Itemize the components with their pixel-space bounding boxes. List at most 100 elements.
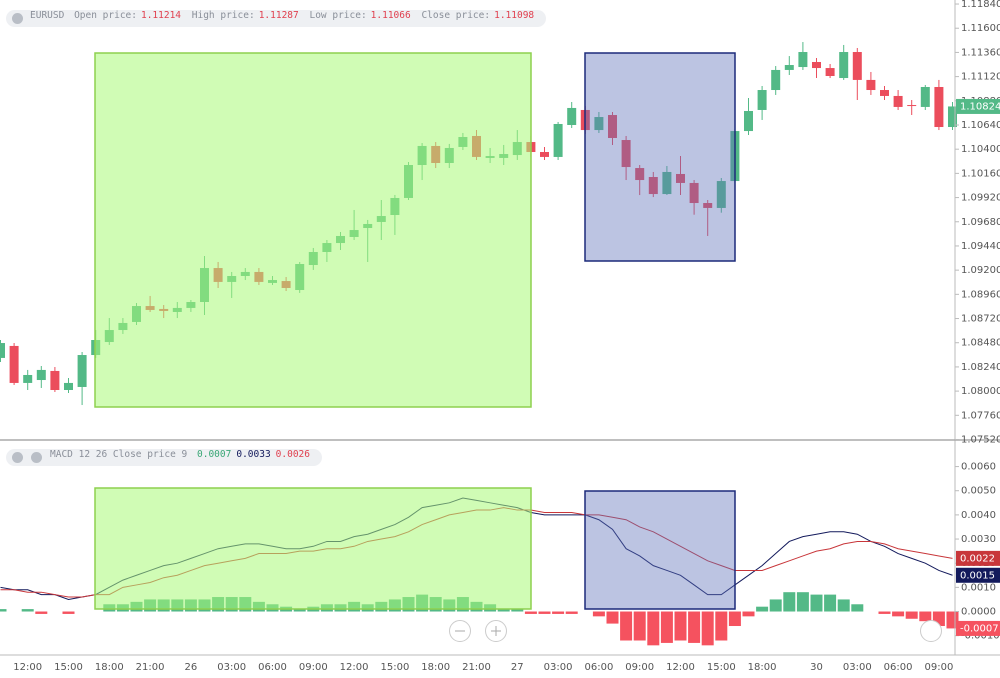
candle-body [23, 374, 33, 383]
candle-body [648, 177, 658, 195]
x-tick-label: 18:00 [95, 662, 124, 673]
y-tick-label: 1.10400 [961, 144, 1000, 155]
x-tick-label: 18:00 [748, 662, 777, 673]
histogram-bar [497, 609, 510, 612]
price-badge-label: 0.0015 [960, 570, 995, 581]
y-tick-label: 1.07520 [961, 434, 1000, 445]
x-tick-label: 03:00 [544, 662, 573, 673]
candle-body [635, 168, 645, 181]
candle-body [880, 90, 889, 96]
y-tick-label: 0.0040 [961, 510, 996, 521]
drawings [94, 52, 736, 610]
close-icon[interactable] [12, 452, 23, 463]
symbol: EURUSD [30, 10, 65, 21]
zoom-in[interactable] [485, 620, 507, 642]
zoom-out[interactable] [449, 620, 471, 642]
candle-body [9, 345, 19, 383]
info-value: 1.11214 [140, 10, 182, 21]
green-zone [94, 487, 532, 610]
histogram-bar [674, 611, 687, 641]
candle-body [744, 110, 753, 132]
x-tick-label: 06:00 [884, 662, 913, 673]
candle-body [771, 69, 781, 91]
x-tick-label: 15:00 [380, 662, 409, 673]
info-value: 1.11287 [258, 10, 299, 21]
x-tick-label: 30 [810, 662, 823, 673]
x-tick-label: 27 [511, 662, 524, 673]
price-badge [956, 620, 1000, 636]
y-tick-label: 0.0030 [961, 534, 996, 545]
histogram-bar [919, 611, 932, 622]
candle-body [907, 105, 917, 107]
y-tick-label: 0.0060 [961, 462, 996, 473]
candle-body [934, 86, 944, 128]
histogram-bar [633, 611, 646, 641]
price-badge-label: -0.0007 [960, 623, 999, 634]
y-tick-label: 0.0050 [961, 486, 996, 497]
histogram-bar [293, 609, 306, 612]
histogram-bar [796, 592, 809, 612]
histogram-bar [511, 609, 524, 612]
histogram-bar [538, 611, 551, 614]
price-badge [956, 98, 1000, 114]
candle-body [689, 182, 699, 204]
x-tick-label: 09:00 [924, 662, 953, 673]
candle-body [594, 117, 604, 131]
x-tick-label: 12:00 [666, 662, 695, 673]
x-tick-label: 09:00 [625, 662, 654, 673]
x-tick-label: 21:00 [462, 662, 491, 673]
info-value: 0.0026 [275, 449, 310, 460]
price-badge-label: 0.0022 [960, 553, 995, 564]
y-tick-label: 1.09920 [961, 193, 1000, 204]
y-tick-label: -0.0010 [961, 631, 1000, 642]
x-tick-label: 12:00 [13, 662, 42, 673]
x-tick-label: 18:00 [421, 662, 450, 673]
y-tick-label: 1.10160 [961, 168, 1000, 179]
histogram-bar [756, 606, 769, 612]
y-tick-label: 1.10640 [961, 120, 1000, 131]
reset-button[interactable] [920, 620, 942, 642]
histogram-bar [592, 611, 605, 617]
settings-icon[interactable] [12, 13, 23, 24]
candle-body [36, 369, 46, 381]
histogram-bar [728, 611, 741, 627]
axes [0, 0, 1000, 656]
info-value: 1.11098 [494, 10, 535, 21]
y-tick-label: 1.08960 [961, 289, 1000, 300]
histogram-bar [851, 604, 864, 612]
histogram-bar [620, 611, 633, 641]
candle-body [50, 370, 60, 391]
y-tick-label: 1.07760 [961, 410, 1000, 421]
info-value: 1.11066 [370, 10, 411, 21]
price-badge-label: 1.10824 [960, 101, 1000, 112]
y-tick-label: 1.08480 [961, 338, 1000, 349]
histogram-bar [837, 599, 850, 612]
histogram-bar [810, 594, 823, 612]
x-tick-label: 09:00 [299, 662, 328, 673]
x-tick-label: 03:00 [217, 662, 246, 673]
candle-body [866, 79, 876, 91]
settings-icon[interactable] [31, 452, 42, 463]
y-tick-label: 1.08720 [961, 314, 1000, 325]
candle-body [716, 181, 726, 208]
histogram-bar [892, 611, 905, 617]
histogram-bar [552, 611, 565, 614]
candle-body [676, 173, 685, 183]
x-tick-label: 15:00 [707, 662, 736, 673]
x-tick-label: 06:00 [584, 662, 613, 673]
histogram-bar [660, 611, 673, 643]
x-tick-label: 03:00 [843, 662, 872, 673]
candle-body [893, 95, 903, 107]
macd-legend: MACD 12 26 Close price 9 0.0007 0.0033 0.0… [6, 449, 322, 466]
blue-zone [584, 52, 736, 262]
y-tick-label: 1.11120 [961, 72, 1000, 83]
histogram-bar [905, 611, 918, 619]
histogram-bar [21, 609, 34, 612]
y-tick-label: 1.08000 [961, 386, 1000, 397]
candle-body [757, 90, 767, 110]
candle-body [64, 382, 73, 391]
histogram-bar [688, 611, 701, 643]
info-label: Open price: [74, 10, 137, 21]
